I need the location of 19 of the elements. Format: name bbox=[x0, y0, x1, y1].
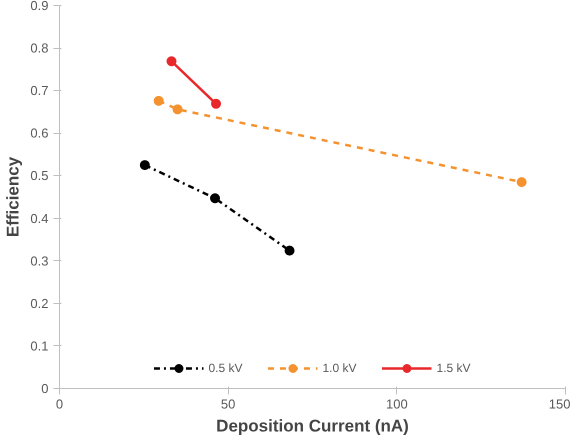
y-tick-label: 0.2 bbox=[30, 296, 49, 311]
y-tick-label: 0.5 bbox=[30, 168, 49, 184]
x-axis-title: Deposition Current (nA) bbox=[216, 416, 409, 436]
y-tick-label: 0.4 bbox=[30, 210, 49, 226]
y-tick-label: 0.6 bbox=[30, 126, 49, 141]
x-tick-label: 100 bbox=[386, 396, 408, 412]
y-tick-label: 0.1 bbox=[30, 338, 49, 354]
y-axis-title: Efficiency bbox=[3, 156, 22, 238]
x-tick-label: 150 bbox=[548, 396, 571, 412]
x-tick-label: 0 bbox=[56, 396, 64, 412]
legend-label: 1.5 kV bbox=[436, 361, 471, 375]
legend-label: 1.0 kV bbox=[322, 361, 357, 375]
x-tick-label: 50 bbox=[220, 396, 236, 412]
y-tick-label: 0 bbox=[41, 381, 49, 396]
y-tick-label: 0.7 bbox=[30, 83, 49, 98]
y-tick-label: 0.8 bbox=[30, 40, 49, 56]
y-tick-label: 0.3 bbox=[30, 253, 49, 268]
legend-label: 0.5 kV bbox=[208, 361, 242, 375]
y-tick-label: 0.9 bbox=[30, 0, 49, 13]
